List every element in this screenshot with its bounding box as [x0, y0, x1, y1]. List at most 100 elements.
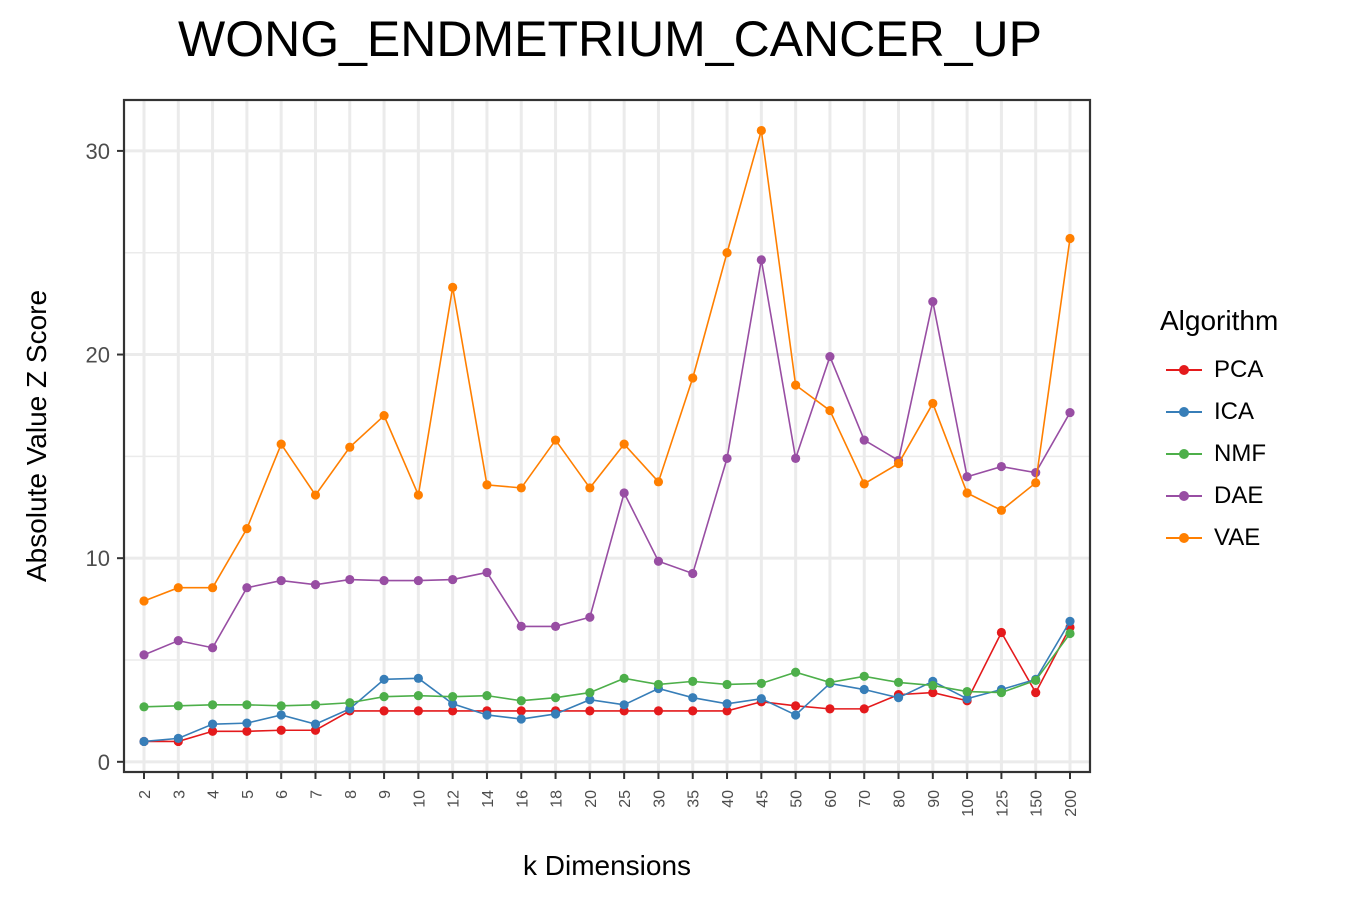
data-point-ica: [1065, 616, 1075, 626]
data-point-ica: [242, 718, 252, 728]
data-point-vae: [756, 125, 766, 136]
data-point-vae: [585, 483, 595, 493]
series-layer: [139, 125, 1075, 747]
axis-ticks: [117, 149, 1071, 779]
y-tick-labels: 0 10 20 30: [86, 139, 110, 775]
legend-label: NMF: [1214, 440, 1266, 467]
data-point-dae: [139, 650, 149, 660]
legend-key-vae: [1160, 527, 1208, 549]
data-point-dae: [1065, 407, 1075, 418]
data-point-vae: [276, 439, 286, 449]
series-line-nmf: [143, 633, 1071, 708]
x-tick-label: 8: [343, 790, 360, 799]
data-point-dae: [928, 297, 938, 307]
data-point-ica: [173, 733, 183, 744]
data-point-nmf: [207, 700, 218, 710]
legend: Algorithm PCA ICA NMF DAE VAE: [1160, 305, 1278, 559]
data-point-vae: [448, 282, 458, 292]
data-point-vae: [825, 405, 835, 416]
data-point-nmf: [1031, 675, 1041, 685]
data-point-vae: [1031, 478, 1041, 488]
data-point-ica: [688, 693, 698, 703]
series-ica: [139, 616, 1075, 747]
series-vae: [139, 125, 1075, 606]
x-tick-label: 4: [206, 790, 223, 799]
data-point-ica: [722, 699, 732, 709]
x-tick-label: 10: [411, 790, 428, 808]
series-nmf: [139, 628, 1075, 712]
x-tick-label: 90: [926, 790, 943, 808]
data-point-dae: [413, 575, 423, 586]
grid-minor: [124, 251, 1090, 661]
legend-items: PCA ICA NMF DAE VAE: [1160, 349, 1278, 559]
data-point-dae: [859, 435, 869, 445]
x-tick-label: 3: [171, 790, 188, 799]
x-tick-label: 14: [480, 790, 497, 808]
data-point-pca: [688, 706, 698, 716]
data-point-vae: [550, 435, 561, 445]
data-point-dae: [996, 461, 1007, 472]
data-point-dae: [242, 583, 252, 593]
data-point-ica: [139, 736, 149, 747]
data-point-nmf: [379, 692, 389, 702]
x-tick-label: 7: [308, 790, 325, 799]
data-point-nmf: [859, 671, 869, 681]
data-point-nmf: [619, 673, 629, 683]
data-point-vae: [310, 490, 321, 500]
series-line-vae: [143, 130, 1071, 602]
data-point-dae: [310, 580, 321, 590]
series-line-ica: [143, 620, 1071, 743]
data-point-dae: [1031, 468, 1041, 478]
data-point-vae: [893, 458, 904, 469]
y-tick-label: 30: [86, 139, 110, 164]
data-point-pca: [928, 687, 938, 698]
data-point-vae: [413, 490, 423, 500]
data-point-nmf: [825, 677, 835, 688]
data-point-ica: [791, 710, 801, 720]
panel-border: [122, 98, 1092, 774]
data-point-vae: [619, 439, 629, 449]
data-point-ica: [379, 674, 389, 684]
data-point-dae: [550, 621, 561, 632]
data-point-nmf: [996, 687, 1007, 698]
data-point-ica: [756, 694, 766, 704]
x-tick-label: 60: [823, 790, 840, 808]
data-point-nmf: [928, 680, 938, 691]
data-point-vae: [1065, 233, 1075, 244]
series-dae: [139, 255, 1075, 660]
x-tick-label: 6: [274, 790, 291, 799]
data-point-pca: [859, 704, 869, 714]
data-point-pca: [379, 706, 389, 716]
data-point-ica: [550, 709, 561, 719]
data-point-dae: [276, 575, 286, 586]
data-point-pca: [1031, 687, 1041, 698]
data-point-ica: [207, 719, 218, 729]
data-point-nmf: [688, 676, 698, 686]
data-point-dae: [619, 488, 629, 498]
data-point-ica: [413, 673, 423, 683]
data-point-nmf: [962, 686, 972, 697]
x-tick-label: 5: [240, 790, 257, 799]
legend-item-pca: PCA: [1160, 349, 1278, 391]
data-point-dae: [722, 453, 732, 463]
legend-label: PCA: [1214, 356, 1264, 383]
data-point-dae: [585, 612, 595, 622]
data-point-nmf: [585, 687, 595, 698]
x-tick-label: 30: [651, 790, 668, 808]
x-tick-labels: 2 3 4 5 6 7 8 9 10 12 14 16 18 20 25 30 35 40 45 50 60 70 80 90…: [137, 790, 1080, 817]
data-point-pca: [276, 725, 286, 735]
data-point-pca: [585, 706, 595, 716]
legend-item-dae: DAE: [1160, 475, 1278, 517]
x-tick-label: 200: [1063, 790, 1080, 817]
data-point-nmf: [345, 698, 355, 708]
data-point-nmf: [173, 701, 183, 711]
data-point-vae: [928, 398, 938, 409]
data-point-dae: [825, 351, 835, 362]
data-point-dae: [516, 621, 526, 632]
data-point-nmf: [756, 678, 766, 689]
y-tick-label: 0: [98, 750, 110, 775]
data-point-pca: [825, 704, 835, 714]
data-point-nmf: [1065, 628, 1075, 639]
data-point-dae: [756, 255, 766, 265]
